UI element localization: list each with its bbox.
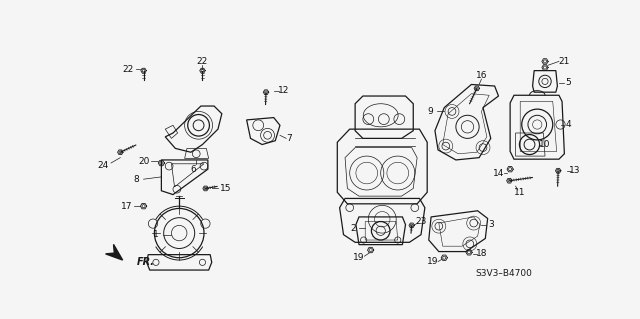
Text: 17: 17 <box>121 202 132 211</box>
Text: 11: 11 <box>515 188 526 197</box>
Text: 2: 2 <box>350 224 356 233</box>
Text: 12: 12 <box>278 86 289 95</box>
Text: 23: 23 <box>415 217 427 226</box>
Text: 19: 19 <box>427 257 438 266</box>
Text: 16: 16 <box>476 71 487 80</box>
Text: 22: 22 <box>122 64 134 74</box>
Text: 7: 7 <box>286 134 292 143</box>
Text: 9: 9 <box>428 107 433 116</box>
Text: 8: 8 <box>133 175 139 184</box>
Text: 14: 14 <box>493 168 504 178</box>
Text: 21: 21 <box>559 57 570 66</box>
Text: 20: 20 <box>138 157 149 166</box>
Text: 24: 24 <box>98 161 109 170</box>
Text: 5: 5 <box>565 78 571 87</box>
Text: 3: 3 <box>488 220 493 229</box>
Text: 1: 1 <box>153 230 159 239</box>
Text: 4: 4 <box>565 120 571 129</box>
Text: 13: 13 <box>569 166 580 175</box>
Text: 6: 6 <box>190 165 196 174</box>
Text: FR.: FR. <box>136 256 155 267</box>
Polygon shape <box>106 244 123 260</box>
Text: 15: 15 <box>220 184 232 193</box>
Text: 18: 18 <box>476 249 487 258</box>
Text: 19: 19 <box>353 253 365 262</box>
Text: 22: 22 <box>197 57 208 66</box>
Text: S3V3–B4700: S3V3–B4700 <box>476 269 532 278</box>
Text: 10: 10 <box>540 140 551 149</box>
